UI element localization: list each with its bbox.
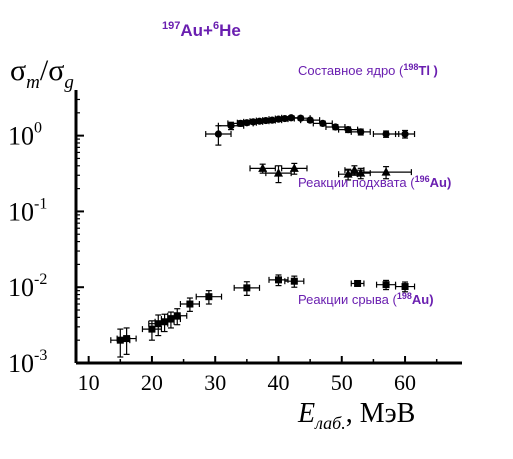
series-label-pickup-el: Au): [430, 175, 452, 190]
data-point-circle: [331, 123, 340, 131]
series-label-stripping-text: Реакции срыва (: [298, 292, 398, 307]
data-point-square: [274, 276, 282, 284]
chart-title: 197Au+6He: [162, 20, 241, 40]
data-point-circle: [319, 119, 327, 128]
data-point-circle: [344, 126, 352, 134]
data-point-circle: [306, 116, 314, 124]
y-label-sigma-1: σ: [10, 54, 26, 87]
x-tick-label: 10: [78, 370, 100, 395]
title-nucleus-2: He: [219, 21, 241, 40]
data-point-circle: [236, 119, 245, 128]
data-point-circle: [255, 117, 264, 125]
y-tick-exponent: -2: [34, 271, 47, 288]
series-circle: [205, 114, 416, 146]
data-point-square: [186, 300, 194, 308]
y-tick-base: 10: [8, 273, 34, 302]
data-point-square: [205, 293, 213, 301]
series-label-compound-el: Tl ): [418, 63, 438, 78]
y-tick-exponent: -1: [34, 195, 47, 212]
data-point-triangle: [349, 165, 359, 174]
data-point-circle: [382, 130, 390, 138]
y-label-sub-1: m: [26, 72, 40, 93]
x-tick-label: 60: [394, 370, 416, 395]
data-point-square: [290, 277, 298, 285]
y-tick-base: 10: [8, 197, 34, 226]
title-mass-number-2: 6: [213, 20, 219, 32]
data-point-square: [161, 318, 169, 326]
data-point-circle: [281, 114, 289, 123]
y-axis-label: σm/σg: [10, 54, 74, 93]
x-tick-label: 40: [267, 370, 289, 395]
data-point-circle: [268, 116, 276, 124]
data-point-triangle: [381, 167, 391, 176]
series-label-compound-nucleus: Составное ядро (198Tl ): [298, 62, 438, 78]
data-point-circle: [357, 128, 365, 136]
series-label-pickup: Реакции подхвата (196Au): [298, 174, 451, 190]
series-label-compound-text: Составное ядро (: [298, 63, 404, 78]
series-label-pickup-sup: 196: [415, 174, 430, 184]
data-point-circle: [401, 130, 409, 138]
x-tick-label: 30: [204, 370, 226, 395]
data-point-square: [123, 335, 131, 343]
data-point-circle: [243, 119, 251, 127]
data-point-square: [116, 336, 124, 344]
title-nucleus-1: Au+: [180, 21, 213, 40]
series-triangle: [249, 162, 412, 184]
data-point-square: [382, 281, 390, 289]
data-point-circle: [249, 118, 257, 126]
data-point-square: [354, 279, 362, 287]
y-label-slash: /: [40, 54, 49, 87]
data-point-triangle: [343, 169, 353, 178]
series-label-stripping-sup: 198: [397, 291, 412, 301]
data-point-square: [167, 315, 175, 323]
x-axis-label: Eлаб., МэВ: [297, 398, 415, 433]
x-label-unit: , МэВ: [346, 398, 416, 429]
data-point-square: [401, 283, 409, 291]
y-tick-exponent: 0: [34, 120, 42, 137]
y-tick-label: 10-1: [8, 195, 47, 226]
title-mass-number-1: 197: [162, 20, 180, 32]
data-point-square: [243, 284, 251, 292]
data-point-square: [173, 312, 181, 320]
y-tick-label: 100: [8, 120, 42, 151]
y-tick-label: 10-2: [8, 271, 47, 302]
series-label-pickup-text: Реакции подхвата (: [298, 175, 415, 190]
series-label-stripping-el: Au): [412, 292, 434, 307]
x-tick-label: 50: [331, 370, 353, 395]
x-tick-label: 20: [141, 370, 163, 395]
series-label-stripping: Реакции срыва (198Au): [298, 291, 434, 307]
data-point-circle: [214, 130, 222, 138]
series-square: [110, 274, 416, 358]
y-tick-exponent: -3: [34, 347, 47, 364]
y-label-sigma-2: σ: [48, 54, 64, 87]
series-label-compound-sup: 198: [403, 62, 418, 72]
data-point-triangle: [273, 168, 283, 177]
data-point-triangle: [289, 163, 299, 172]
data-marks: [110, 114, 416, 358]
y-tick-label: 10-3: [8, 347, 47, 378]
y-tick-base: 10: [8, 122, 34, 151]
data-point-triangle: [258, 163, 268, 172]
y-tick-base: 10: [8, 349, 34, 378]
data-point-square: [148, 325, 156, 333]
y-label-sub-2: g: [64, 72, 74, 93]
x-label-symbol: E: [297, 398, 315, 429]
data-point-square: [154, 320, 162, 328]
x-label-subscript: лаб.: [314, 413, 346, 433]
